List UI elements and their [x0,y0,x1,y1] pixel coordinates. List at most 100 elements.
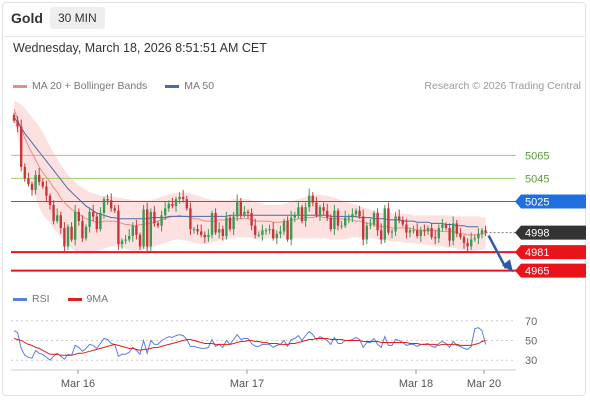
candle-body [45,186,48,196]
support-tag-4965 [515,263,586,278]
candle-body [419,230,422,237]
candle-body [448,227,451,241]
candle-body [257,234,260,236]
candle-body [282,221,286,232]
candle-body [27,178,30,185]
candle-body [207,234,210,238]
candle-body [254,225,257,235]
candle-body [434,237,437,239]
candle-body [401,219,404,225]
candle-body [376,212,379,231]
candle-body [210,212,214,235]
ma20-legend-label: MA 20 + Bollinger Bands [32,80,148,92]
candle-body [192,229,196,231]
candle-body [171,203,174,207]
candle-body [279,231,282,234]
candle-body [372,212,376,225]
candle-body [160,215,163,226]
candle-body [430,227,433,238]
candle-body [275,233,278,239]
x-tick-label: Mar 20 [467,378,501,390]
ma20-legend-swatch [13,84,27,88]
candle-body [110,200,113,209]
candle-body [117,210,120,245]
candle-body [203,234,206,238]
candle-body [38,174,41,182]
candle-body [480,230,484,234]
candle-body [135,225,138,235]
x-tick-label: Mar 18 [399,378,433,390]
candle-body [286,221,289,240]
support-tag-text-4981: 4981 [525,247,549,259]
candle-body [66,226,70,247]
candle-body [95,216,98,230]
research-credit: Research © 2026 Trading Central [424,80,581,92]
candle-body [63,227,66,247]
bollinger-band-area [14,101,486,254]
candle-body [293,215,296,218]
candle-body [477,233,480,239]
x-tick-label: Mar 16 [61,378,95,390]
candle-body [369,224,372,226]
last-tag-text-4998: 4998 [525,228,549,240]
support-tag-4981 [515,245,586,260]
candle-body [322,207,325,211]
candle-body [246,211,250,213]
header-bar: Gold 30 MIN [0,0,590,36]
candle-body [164,208,167,216]
symbol-title: Gold [11,10,43,26]
candle-body [455,223,458,234]
timeframe-selector[interactable]: 30 MIN [50,7,105,29]
pivot-tag-5025 [515,194,586,209]
pivot-tag-text-5025: 5025 [525,196,549,208]
candle-body [333,210,336,230]
candle-body [120,240,124,245]
candle-body [470,239,473,247]
candle-body [423,230,426,232]
candle-body [23,166,26,179]
candle-body [182,196,185,200]
resistance-tag-5045: 5045 [525,173,549,185]
candle-body [416,230,419,237]
candle-body [272,229,275,239]
candle-body [387,208,390,233]
candle-body [113,208,116,211]
candle-body [340,225,343,227]
candle-body [462,237,466,243]
candle-body [167,203,170,209]
candle-body [138,234,142,247]
candle-body [344,217,347,226]
candle-body [268,229,271,231]
candle-body [20,126,23,167]
rsi-tick-30: 30 [525,355,537,367]
candle-body [239,201,242,216]
forecast-arrow-shaft [487,234,508,269]
resistance-tag-5065: 5065 [525,150,549,162]
candle-body [156,223,160,226]
candle-body [394,216,397,232]
candle-body [297,207,300,216]
candle-body [34,174,37,190]
last-tag-4998 [515,225,586,240]
candle-body [128,236,131,240]
candle-body [484,230,487,233]
candle-body [437,227,440,239]
candle-body [48,195,52,205]
candle-body [84,226,88,239]
price-legend: MA 20 + Bollinger Bands MA 50 [13,80,232,92]
candle-body [92,211,95,217]
candle-body [380,230,383,240]
candle-body [466,242,469,247]
candle-body [459,233,462,238]
candle-body [408,230,412,233]
candle-body [228,217,232,230]
candle-body [149,211,152,247]
rsi-legend: RSI 9MA [13,293,126,305]
forecast-arrow-head [502,259,513,273]
candle-body [412,230,415,232]
candle-body [383,208,386,240]
candle-body [102,199,106,213]
support-tag-text-4965: 4965 [525,266,549,278]
datetime-label: Wednesday, March 18, 2026 8:51:51 AM CET [13,41,267,55]
